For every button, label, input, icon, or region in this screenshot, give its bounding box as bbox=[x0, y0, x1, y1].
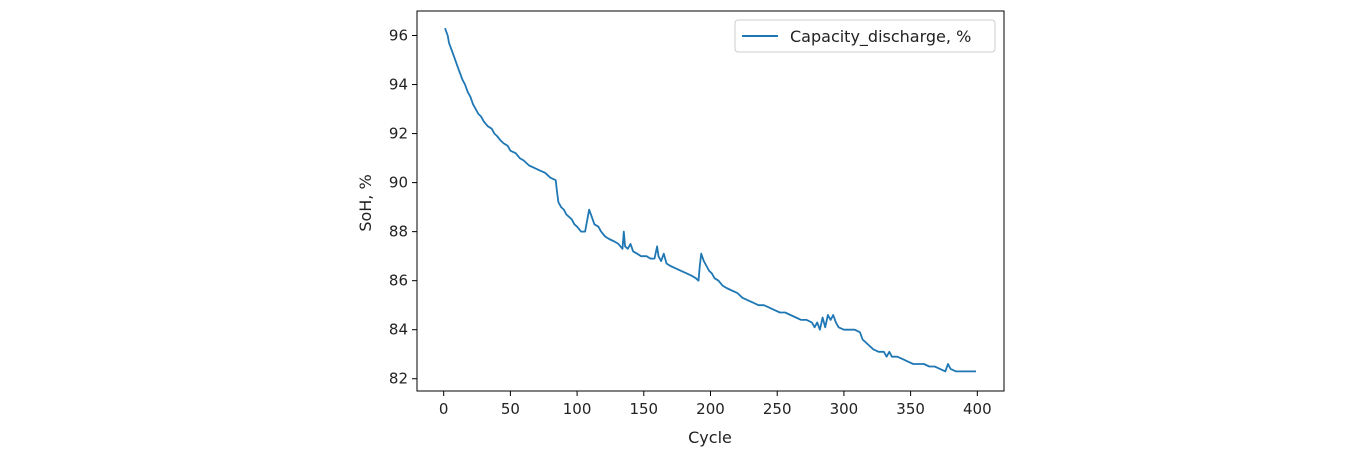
y-tick-label: 86 bbox=[389, 272, 408, 290]
x-axis-label: Cycle bbox=[688, 428, 732, 447]
y-tick-label: 94 bbox=[389, 76, 408, 94]
legend-label: Capacity_discharge, % bbox=[790, 27, 971, 47]
x-tick-label: 200 bbox=[696, 400, 725, 418]
series-line-0 bbox=[444, 27, 976, 373]
legend-box bbox=[734, 19, 996, 53]
legend: Capacity_discharge, % bbox=[734, 19, 996, 53]
plot-layer bbox=[444, 27, 976, 373]
x-tick-label: 350 bbox=[896, 400, 925, 418]
y-tick-label: 96 bbox=[389, 27, 408, 45]
y-axis-label: SoH, % bbox=[356, 174, 375, 231]
x-tick-label: 100 bbox=[563, 400, 592, 418]
x-axis-ticks: 0 50 100 150 200 250 300 350 400 bbox=[439, 391, 992, 418]
plot-frame bbox=[416, 10, 1005, 392]
y-tick-label: 88 bbox=[389, 223, 408, 241]
y-tick-label: 84 bbox=[389, 321, 408, 339]
x-tick-label: 50 bbox=[501, 400, 520, 418]
x-tick-label: 400 bbox=[963, 400, 992, 418]
x-tick-label: 250 bbox=[763, 400, 792, 418]
x-tick-label: 0 bbox=[439, 400, 449, 418]
y-axis-ticks: 82 84 86 88 90 92 94 96 bbox=[389, 27, 417, 388]
y-tick-label: 92 bbox=[389, 125, 408, 143]
y-tick-label: 82 bbox=[389, 370, 408, 388]
y-tick-label: 90 bbox=[389, 174, 408, 192]
x-tick-label: 300 bbox=[830, 400, 859, 418]
x-tick-label: 150 bbox=[629, 400, 658, 418]
